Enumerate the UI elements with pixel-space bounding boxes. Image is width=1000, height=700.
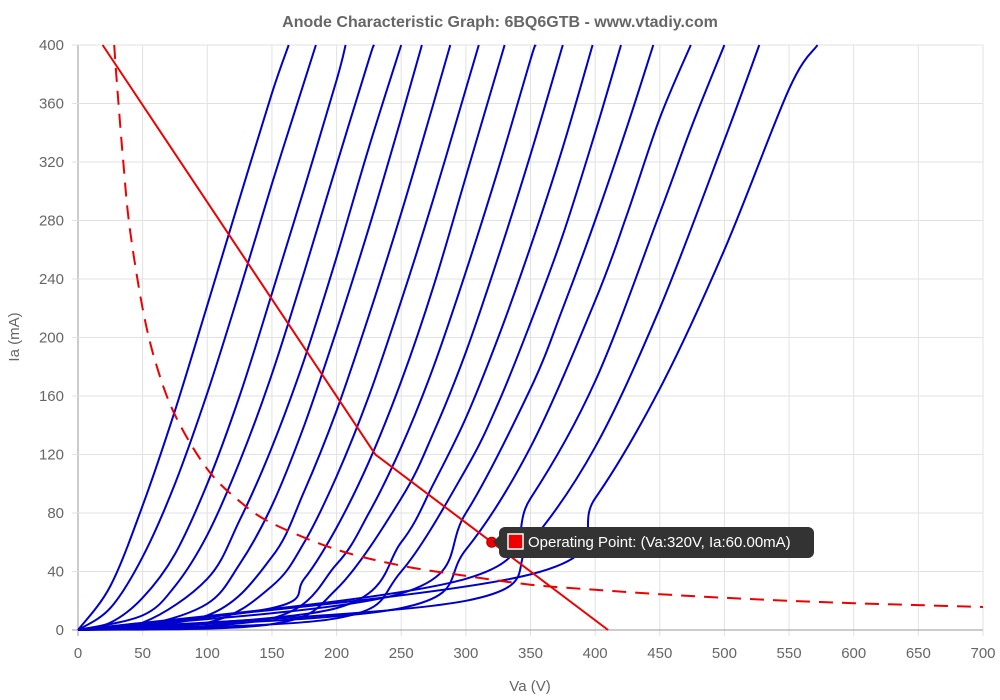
x-tick-label: 400 (583, 645, 608, 662)
operating-point-tooltip: Operating Point: (Va:320V, Ia:60.00mA) (493, 527, 814, 558)
y-tick-label: 320 (39, 154, 64, 171)
anode-curve (77, 44, 347, 631)
load-lines (101, 44, 984, 631)
anode-curves (77, 44, 819, 631)
anode-curve (77, 44, 594, 631)
anode-curve (77, 44, 290, 631)
x-tick-label: 150 (259, 645, 284, 662)
anode-curve (77, 44, 819, 631)
anode-curve (77, 44, 317, 631)
x-tick-label: 0 (74, 645, 82, 662)
x-tick-label: 50 (134, 645, 151, 662)
y-tick-label: 400 (39, 37, 64, 54)
y-tick-label: 120 (39, 447, 64, 464)
x-tick-label: 500 (712, 645, 737, 662)
y-tick-label: 360 (39, 96, 64, 113)
x-tick-label: 350 (518, 645, 543, 662)
anode-curve (77, 44, 403, 631)
x-tick-label: 650 (906, 645, 931, 662)
x-tick-label: 250 (389, 645, 414, 662)
tooltip-text: Operating Point: (Va:320V, Ia:60.00mA) (528, 534, 791, 551)
y-tick-label: 160 (39, 388, 64, 405)
anode-curve (77, 44, 622, 631)
tooltip-caret (493, 536, 499, 548)
x-tick-label: 600 (841, 645, 866, 662)
y-tick-label: 40 (47, 564, 64, 581)
y-tick-label: 0 (56, 622, 64, 639)
tooltip-box (499, 527, 814, 558)
anode-curve (77, 44, 692, 631)
anode-curve (77, 44, 655, 631)
grid (72, 44, 984, 636)
chart-title: Anode Characteristic Graph: 6BQ6GTB - ww… (282, 14, 718, 31)
y-axis-ticks: 0 40 80 120 160 200 240 280 320 360 400 (39, 37, 64, 639)
x-tick-label: 300 (453, 645, 478, 662)
x-tick-label: 700 (970, 645, 995, 662)
x-axis-ticks: 0 50 100 150 200 250 300 350 400 450 500 550 600 650 7… (74, 645, 996, 662)
y-tick-label: 200 (39, 330, 64, 347)
y-tick-label: 280 (39, 213, 64, 230)
anode-curve (77, 44, 726, 631)
anode-curve (77, 44, 537, 631)
x-tick-label: 450 (647, 645, 672, 662)
load-line (101, 44, 609, 631)
x-axis-label: Va (V) (509, 678, 550, 695)
x-tick-label: 550 (777, 645, 802, 662)
anode-curve (77, 44, 506, 631)
tooltip-swatch (507, 533, 524, 550)
y-tick-label: 80 (47, 505, 64, 522)
power-limit-curve (113, 44, 984, 608)
anode-curve (77, 44, 761, 631)
x-tick-label: 200 (324, 645, 349, 662)
y-tick-label: 240 (39, 271, 64, 288)
y-axis-label: Ia (mA) (6, 312, 23, 361)
anode-curve (77, 44, 423, 631)
anode-curve (77, 44, 452, 631)
x-tick-label: 100 (195, 645, 220, 662)
anode-curve (77, 44, 376, 631)
